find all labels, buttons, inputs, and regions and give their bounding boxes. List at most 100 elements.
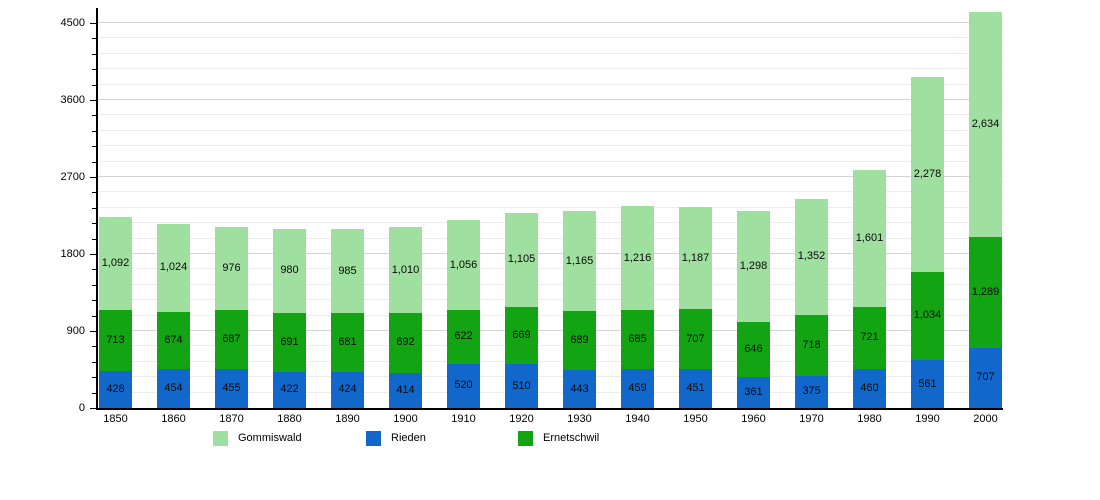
value-label: 2,634 — [971, 118, 1000, 131]
value-label: 622 — [454, 330, 473, 343]
minor-gridline — [97, 206, 1003, 208]
value-label: 428 — [106, 383, 125, 396]
legend-item-ernetschwil: Ernetschwil — [518, 431, 599, 446]
bar-segment-rieden-1990 — [911, 360, 944, 408]
value-label: 707 — [686, 332, 705, 345]
value-label: 414 — [396, 383, 415, 396]
bar-segment-ernetschwil-1920 — [505, 307, 538, 365]
value-label: 1,010 — [391, 263, 420, 276]
y-axis-tick — [92, 238, 96, 240]
minor-gridline — [97, 145, 1003, 147]
bar-segment-ernetschwil-1850 — [99, 310, 132, 372]
y-axis-tick — [92, 300, 96, 302]
value-label: 721 — [860, 331, 879, 344]
minor-gridline — [97, 360, 1003, 362]
bar-segment-gommiswald-2000 — [969, 11, 1002, 238]
value-label: 1,165 — [565, 254, 594, 267]
bar-segment-rieden-1980 — [853, 368, 886, 408]
y-axis-tick — [92, 115, 96, 117]
y-axis-tick — [92, 223, 96, 225]
x-tick-label: 1870 — [219, 413, 244, 425]
minor-gridline — [97, 222, 1003, 224]
minor-gridline — [97, 114, 1003, 116]
major-gridline — [97, 99, 1003, 100]
value-label: 1,289 — [971, 285, 1000, 298]
bar-segment-rieden-1930 — [563, 370, 596, 408]
value-label: 707 — [976, 371, 995, 384]
bar-segment-rieden-1900 — [389, 372, 422, 408]
bar-segment-gommiswald-1880 — [273, 228, 306, 313]
y-axis-tick — [92, 392, 96, 394]
value-label: 454 — [164, 382, 183, 395]
x-tick-label: 1940 — [625, 413, 650, 425]
plot-area: 428 713 1,092 454 674 1,024 455 687 976 422 691 980… — [97, 10, 1003, 408]
value-label: 451 — [686, 382, 705, 395]
value-label: 1,216 — [623, 251, 652, 264]
value-label: 561 — [918, 377, 937, 390]
bar-segment-rieden-1920 — [505, 364, 538, 408]
x-tick-label: 1910 — [451, 413, 476, 425]
y-axis-tick — [92, 346, 96, 348]
bar-segment-ernetschwil-1890 — [331, 313, 364, 372]
bar-segment-gommiswald-1960 — [737, 210, 770, 322]
bar-segment-gommiswald-1910 — [447, 219, 480, 311]
minor-gridline — [97, 68, 1003, 70]
minor-gridline — [97, 314, 1003, 316]
value-label: 510 — [512, 379, 531, 392]
bar-segment-gommiswald-1970 — [795, 198, 828, 315]
value-label: 455 — [222, 382, 241, 395]
value-label: 980 — [280, 264, 299, 277]
major-gridline — [97, 330, 1003, 331]
minor-gridline — [97, 345, 1003, 347]
value-label: 520 — [454, 379, 473, 392]
value-label: 681 — [338, 336, 357, 349]
minor-gridline — [97, 283, 1003, 285]
value-label: 424 — [338, 383, 357, 396]
legend-swatch-gommiswald — [213, 431, 228, 446]
value-label: 1,024 — [159, 261, 188, 274]
minor-gridline — [97, 52, 1003, 54]
legend-label: Rieden — [391, 432, 426, 444]
y-axis-tick — [92, 84, 96, 86]
bar-segment-ernetschwil-1910 — [447, 310, 480, 364]
bar-segment-rieden-1960 — [737, 377, 770, 408]
value-label: 459 — [628, 381, 647, 394]
x-tick-label: 1880 — [277, 413, 302, 425]
x-tick-label: 2000 — [973, 413, 998, 425]
x-tick-label: 1920 — [509, 413, 534, 425]
y-axis-tick — [90, 254, 96, 255]
bar-segment-ernetschwil-1990 — [911, 271, 944, 361]
value-label: 1,187 — [681, 251, 710, 264]
bar-segment-gommiswald-1920 — [505, 212, 538, 308]
bar-segment-rieden-1870 — [215, 369, 248, 408]
bar-segment-ernetschwil-1980 — [853, 306, 886, 369]
bar-segment-gommiswald-1900 — [389, 226, 422, 314]
y-tick-label: 2700 — [60, 171, 85, 183]
value-label: 422 — [280, 383, 299, 396]
x-tick-label: 1960 — [741, 413, 766, 425]
bar-segment-rieden-1970 — [795, 375, 828, 408]
bar-segment-ernetschwil-2000 — [969, 237, 1002, 348]
bar-segment-rieden-1910 — [447, 363, 480, 408]
bar-segment-ernetschwil-1900 — [389, 313, 422, 373]
legend-item-rieden: Rieden — [366, 431, 426, 446]
value-label: 691 — [280, 335, 299, 348]
value-label: 375 — [802, 385, 821, 398]
x-tick-label: 1900 — [393, 413, 418, 425]
minor-gridline — [97, 37, 1003, 39]
y-axis-tick — [92, 192, 96, 194]
minor-gridline — [97, 83, 1003, 85]
x-tick-label: 1850 — [103, 413, 128, 425]
value-label: 687 — [222, 333, 241, 346]
y-axis-tick — [92, 361, 96, 363]
y-axis-tick — [92, 130, 96, 132]
bar-segment-ernetschwil-1940 — [621, 310, 654, 369]
value-label: 1,034 — [913, 309, 942, 322]
y-axis-tick — [92, 53, 96, 55]
value-label: 976 — [222, 262, 241, 275]
bar-segment-gommiswald-1860 — [157, 223, 190, 312]
value-label: 443 — [570, 382, 589, 395]
y-axis-tick — [92, 315, 96, 317]
value-label: 669 — [512, 329, 531, 342]
